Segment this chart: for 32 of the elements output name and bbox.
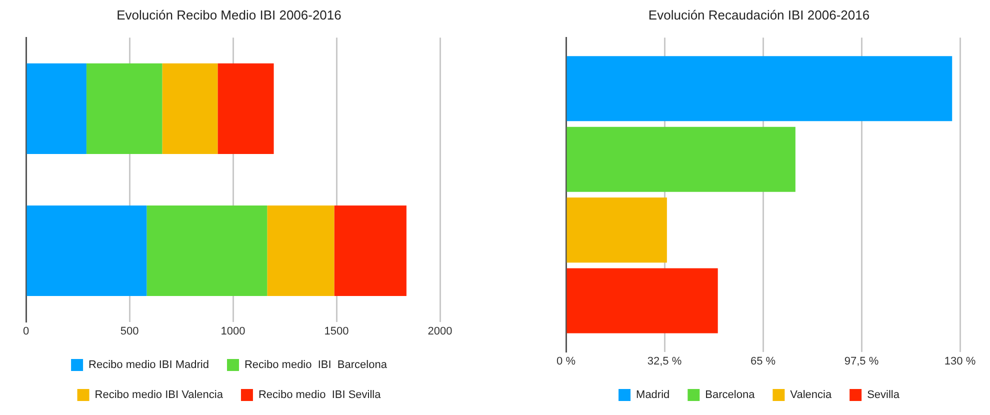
x-tick-label: 0 bbox=[22, 325, 30, 338]
bar bbox=[267, 205, 334, 296]
x-tick-label: 97,5 % bbox=[844, 355, 879, 368]
chart-title: Evolución Recibo Medio IBI 2006-2016 bbox=[116, 7, 342, 22]
bar bbox=[86, 63, 162, 154]
x-tick-label: 32,5 % bbox=[647, 355, 682, 368]
legend-label: Sevilla bbox=[867, 389, 900, 402]
legend-label: Recibo medio IBI Valencia bbox=[94, 389, 224, 402]
bar bbox=[218, 63, 274, 154]
bar bbox=[26, 63, 86, 154]
legend-label: Recibo medio IBI Madrid bbox=[88, 359, 209, 372]
bar bbox=[566, 268, 718, 334]
legend-label: Recibo medio IBI Sevilla bbox=[258, 389, 382, 402]
legend-label: Recibo medio IBI Barcelona bbox=[244, 359, 388, 372]
x-tick-label: 65 % bbox=[750, 355, 776, 368]
bar bbox=[334, 205, 406, 296]
bar bbox=[566, 126, 796, 192]
x-tick-label: 1500 bbox=[324, 325, 349, 338]
legend-label: Valencia bbox=[790, 389, 832, 402]
bar bbox=[566, 198, 667, 263]
chart-title: Evolución Recaudación IBI 2006-2016 bbox=[648, 7, 870, 22]
bar bbox=[146, 205, 268, 296]
bar bbox=[26, 205, 147, 296]
bar bbox=[566, 56, 952, 122]
x-tick-label: 130 % bbox=[944, 355, 976, 368]
legend-label: Barcelona bbox=[705, 389, 756, 402]
x-tick-label: 0 % bbox=[556, 355, 576, 368]
x-tick-label: 500 bbox=[120, 325, 139, 338]
bar bbox=[162, 63, 218, 154]
legend-label: Madrid bbox=[636, 389, 670, 402]
x-tick-label: 1000 bbox=[220, 325, 246, 338]
x-tick-label: 2000 bbox=[428, 325, 452, 338]
